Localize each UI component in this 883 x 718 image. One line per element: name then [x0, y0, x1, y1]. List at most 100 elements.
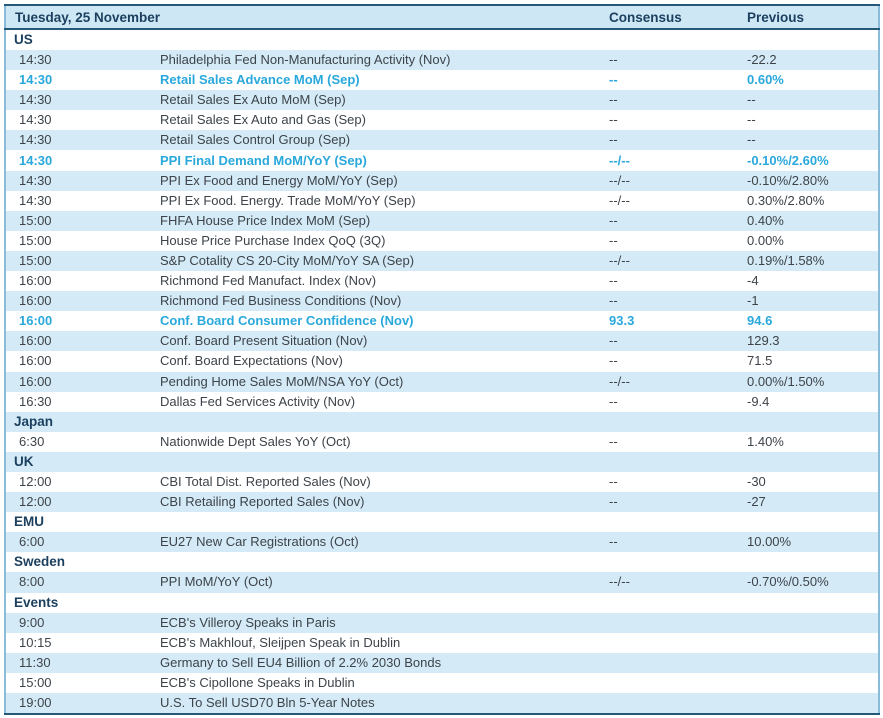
event-consensus: --/-- [609, 251, 747, 271]
section-label: EMU [5, 512, 879, 532]
event-name: Germany to Sell EU4 Billion of 2.2% 2030… [160, 653, 609, 673]
event-name: PPI Ex Food. Energy. Trade MoM/YoY (Sep) [160, 191, 609, 211]
event-name: Dallas Fed Services Activity (Nov) [160, 392, 609, 412]
event-name: EU27 New Car Registrations (Oct) [160, 532, 609, 552]
event-previous [747, 653, 879, 673]
event-consensus: --/-- [609, 572, 747, 592]
event-previous [747, 693, 879, 714]
calendar-header: Tuesday, 25 November Consensus Previous [5, 5, 879, 29]
table-row: 16:00 Richmond Fed Business Conditions (… [5, 291, 879, 311]
table-row: 16:30 Dallas Fed Services Activity (Nov)… [5, 392, 879, 412]
event-previous: 94.6 [747, 311, 879, 331]
event-name: CBI Total Dist. Reported Sales (Nov) [160, 472, 609, 492]
table-row: 14:30 Retail Sales Advance MoM (Sep) -- … [5, 70, 879, 90]
section-row: US [5, 29, 879, 50]
event-previous: 129.3 [747, 331, 879, 351]
event-consensus: --/-- [609, 171, 747, 191]
event-previous: -27 [747, 492, 879, 512]
event-name: Retail Sales Ex Auto and Gas (Sep) [160, 110, 609, 130]
event-previous: -- [747, 130, 879, 150]
event-previous: -9.4 [747, 392, 879, 412]
event-consensus: 93.3 [609, 311, 747, 331]
event-time: 15:00 [5, 231, 160, 251]
table-row: 16:00 Pending Home Sales MoM/NSA YoY (Oc… [5, 372, 879, 392]
table-row: 15:00 House Price Purchase Index QoQ (3Q… [5, 231, 879, 251]
event-previous: 0.00% [747, 231, 879, 251]
event-time: 12:00 [5, 492, 160, 512]
table-row: 16:00 Conf. Board Consumer Confidence (N… [5, 311, 879, 331]
event-name: FHFA House Price Index MoM (Sep) [160, 211, 609, 231]
event-previous: 0.19%/1.58% [747, 251, 879, 271]
event-name: Retail Sales Advance MoM (Sep) [160, 70, 609, 90]
event-time: 14:30 [5, 110, 160, 130]
event-consensus: -- [609, 432, 747, 452]
section-label: UK [5, 452, 879, 472]
event-time: 15:00 [5, 211, 160, 231]
event-time: 16:00 [5, 372, 160, 392]
event-time: 16:00 [5, 311, 160, 331]
event-consensus: -- [609, 70, 747, 90]
event-name: House Price Purchase Index QoQ (3Q) [160, 231, 609, 251]
table-row: 10:15 ECB's Makhlouf, Sleijpen Speak in … [5, 633, 879, 653]
table-row: 14:30 PPI Ex Food and Energy MoM/YoY (Se… [5, 171, 879, 191]
event-name: Conf. Board Expectations (Nov) [160, 351, 609, 371]
event-consensus: --/-- [609, 150, 747, 170]
event-consensus: -- [609, 351, 747, 371]
event-previous [747, 613, 879, 633]
event-time: 14:30 [5, 50, 160, 70]
event-previous: 0.30%/2.80% [747, 191, 879, 211]
event-consensus: -- [609, 231, 747, 251]
event-previous: -0.70%/0.50% [747, 572, 879, 592]
event-previous: -0.10%/2.60% [747, 150, 879, 170]
event-consensus [609, 653, 747, 673]
section-label: US [5, 29, 879, 50]
table-row: 8:00 PPI MoM/YoY (Oct) --/-- -0.70%/0.50… [5, 572, 879, 592]
event-previous: 71.5 [747, 351, 879, 371]
event-consensus: -- [609, 130, 747, 150]
table-row: 16:00 Richmond Fed Manufact. Index (Nov)… [5, 271, 879, 291]
event-consensus: -- [609, 90, 747, 110]
event-consensus [609, 613, 747, 633]
event-time: 15:00 [5, 251, 160, 271]
event-previous: -4 [747, 271, 879, 291]
header-row: Tuesday, 25 November Consensus Previous [5, 5, 879, 29]
event-consensus: -- [609, 211, 747, 231]
section-label: Sweden [5, 552, 879, 572]
event-time: 12:00 [5, 472, 160, 492]
column-header-previous: Previous [747, 5, 879, 29]
event-time: 14:30 [5, 171, 160, 191]
event-name: CBI Retailing Reported Sales (Nov) [160, 492, 609, 512]
event-time: 8:00 [5, 572, 160, 592]
table-row: 6:30 Nationwide Dept Sales YoY (Oct) -- … [5, 432, 879, 452]
economic-calendar-page: Tuesday, 25 November Consensus Previous … [0, 0, 883, 718]
table-row: 14:30 Retail Sales Ex Auto and Gas (Sep)… [5, 110, 879, 130]
event-time: 16:30 [5, 392, 160, 412]
event-time: 19:00 [5, 693, 160, 714]
event-name: PPI MoM/YoY (Oct) [160, 572, 609, 592]
event-time: 6:00 [5, 532, 160, 552]
table-row: 14:30 PPI Final Demand MoM/YoY (Sep) --/… [5, 150, 879, 170]
event-consensus [609, 633, 747, 653]
table-row: 6:00 EU27 New Car Registrations (Oct) --… [5, 532, 879, 552]
event-name: S&P Cotality CS 20-City MoM/YoY SA (Sep) [160, 251, 609, 271]
event-previous [747, 673, 879, 693]
event-consensus: -- [609, 271, 747, 291]
event-previous: 0.40% [747, 211, 879, 231]
table-row: 11:30 Germany to Sell EU4 Billion of 2.2… [5, 653, 879, 673]
section-row: Japan [5, 412, 879, 432]
section-label: Events [5, 593, 879, 613]
event-previous: 0.60% [747, 70, 879, 90]
event-previous: 10.00% [747, 532, 879, 552]
event-time: 10:15 [5, 633, 160, 653]
table-row: 14:30 Retail Sales Control Group (Sep) -… [5, 130, 879, 150]
event-consensus [609, 673, 747, 693]
event-name: PPI Ex Food and Energy MoM/YoY (Sep) [160, 171, 609, 191]
event-previous [747, 633, 879, 653]
table-row: 16:00 Conf. Board Expectations (Nov) -- … [5, 351, 879, 371]
event-time: 16:00 [5, 291, 160, 311]
event-consensus: -- [609, 291, 747, 311]
event-consensus: -- [609, 492, 747, 512]
event-name: Conf. Board Consumer Confidence (Nov) [160, 311, 609, 331]
event-time: 6:30 [5, 432, 160, 452]
event-consensus: -- [609, 472, 747, 492]
